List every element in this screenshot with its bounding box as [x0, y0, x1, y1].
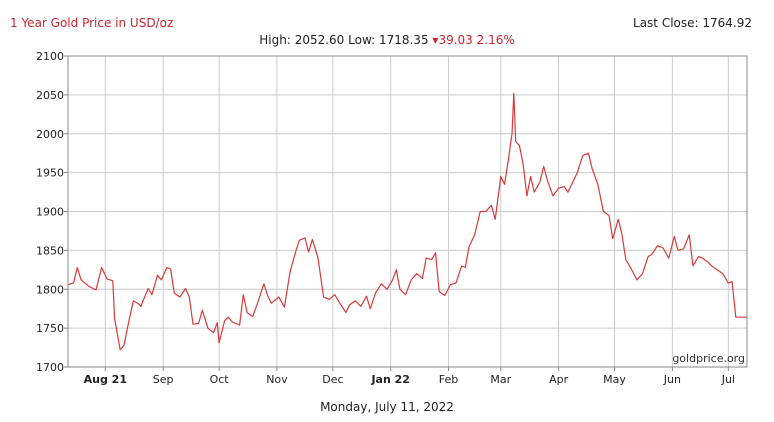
y-tick-label: 1750: [36, 322, 64, 335]
y-tick-label: 2050: [36, 89, 64, 102]
y-tick-label: 1700: [36, 361, 64, 374]
x-axis-ticks: Aug 21 Sep Oct Nov Dec Jan 22 Feb Mar Apr May Jun J…: [84, 367, 735, 386]
x-tick-label: May: [603, 373, 626, 386]
x-tick-label: Jun: [663, 373, 681, 386]
x-tick-label: Oct: [210, 373, 230, 386]
x-tick-label: Aug 21: [84, 373, 127, 386]
y-tick-label: 1950: [36, 167, 64, 180]
series-layer: [67, 92, 747, 351]
watermark-text: goldprice.org: [672, 352, 745, 365]
y-tick-label: 1850: [36, 244, 64, 257]
high-low-text: High: 2052.60 Low: 1718.35: [259, 33, 429, 47]
x-tick-label: Sep: [153, 373, 174, 386]
y-tick-label: 1800: [36, 283, 64, 296]
x-tick-label: Dec: [322, 373, 343, 386]
x-tick-label: Mar: [490, 373, 511, 386]
x-tick-label: Jul: [721, 373, 735, 386]
y-axis-ticks: 1700 1750 1800 1850 1900 1950 2000 2050 2100: [36, 50, 68, 374]
series-line: [67, 92, 747, 351]
y-tick-label: 2000: [36, 128, 64, 141]
last-close-label: Last Close: 1764.92: [633, 16, 752, 30]
chart-title: 1 Year Gold Price in USD/oz: [10, 16, 174, 30]
x-tick-label: Feb: [439, 373, 458, 386]
footer-date: Monday, July 11, 2022: [320, 400, 454, 414]
price-change-text: ▾39.03 2.16%: [432, 33, 515, 47]
x-tick-label: Apr: [549, 373, 569, 386]
x-tick-label: Nov: [266, 373, 288, 386]
grid-lines: [68, 55, 747, 368]
plot-frame: [67, 55, 748, 368]
x-tick-label: Jan 22: [370, 373, 409, 386]
y-tick-label: 2100: [36, 50, 64, 63]
stats-line: High: 2052.60 Low: 1718.35 ▾39.03 2.16%: [0, 33, 774, 47]
y-tick-label: 1900: [36, 206, 64, 219]
